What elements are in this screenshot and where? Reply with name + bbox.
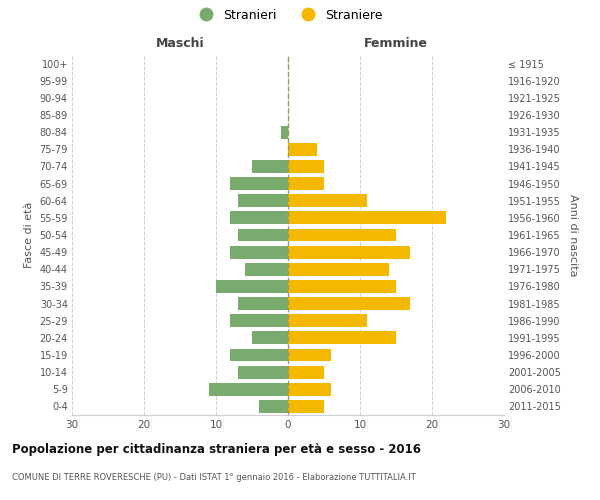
Bar [216,280,288,293]
Bar [238,366,288,378]
Bar [288,246,410,258]
Bar [230,348,288,362]
Bar [230,246,288,258]
Bar [288,194,367,207]
Bar [230,314,288,327]
Bar [288,297,410,310]
Bar [288,143,317,156]
Bar [252,332,288,344]
Bar [209,383,288,396]
Bar [288,332,396,344]
Bar [238,297,288,310]
Bar [245,263,288,276]
Bar [252,160,288,173]
Bar [288,400,324,413]
Text: Maschi: Maschi [155,37,205,50]
Bar [288,160,324,173]
Bar [230,212,288,224]
Bar [288,383,331,396]
Bar [288,348,331,362]
Bar [288,314,367,327]
Bar [288,263,389,276]
Text: Popolazione per cittadinanza straniera per età e sesso - 2016: Popolazione per cittadinanza straniera p… [12,442,421,456]
Y-axis label: Fasce di età: Fasce di età [24,202,34,268]
Bar [238,228,288,241]
Bar [288,280,396,293]
Bar [259,400,288,413]
Bar [288,366,324,378]
Bar [288,177,324,190]
Bar [288,212,446,224]
Bar [281,126,288,138]
Bar [288,228,396,241]
Text: COMUNE DI TERRE ROVERESCHE (PU) - Dati ISTAT 1° gennaio 2016 - Elaborazione TUTT: COMUNE DI TERRE ROVERESCHE (PU) - Dati I… [12,472,416,482]
Bar [230,177,288,190]
Text: Femmine: Femmine [364,37,428,50]
Bar [238,194,288,207]
Legend: Stranieri, Straniere: Stranieri, Straniere [188,4,388,26]
Y-axis label: Anni di nascita: Anni di nascita [568,194,578,276]
